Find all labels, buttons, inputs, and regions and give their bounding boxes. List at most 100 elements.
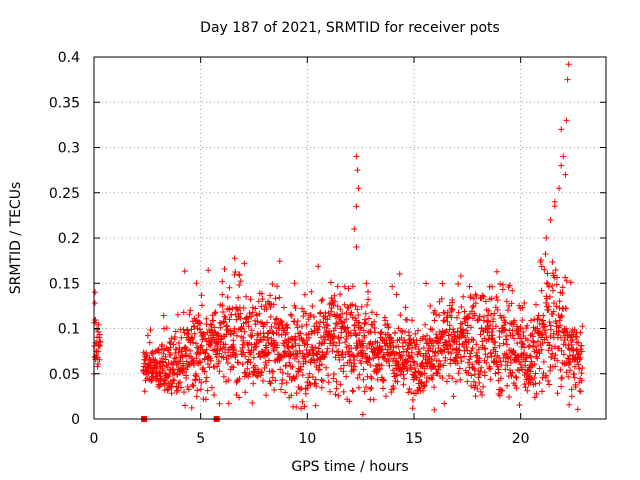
data-point <box>431 353 438 360</box>
data-point <box>513 374 520 381</box>
data-point <box>550 308 557 315</box>
data-point <box>421 370 428 377</box>
data-point <box>362 350 369 357</box>
data-point <box>182 352 189 359</box>
data-point <box>498 361 505 368</box>
data-point <box>473 352 480 359</box>
data-point <box>271 386 278 393</box>
data-point <box>222 349 229 356</box>
data-point <box>96 331 103 338</box>
data-point <box>468 347 475 354</box>
data-point <box>500 354 507 361</box>
data-point <box>264 334 271 341</box>
data-point <box>373 311 380 318</box>
data-point <box>538 263 545 270</box>
axis-ticks <box>93 56 606 420</box>
data-point <box>187 307 194 314</box>
data-point <box>307 381 314 388</box>
data-point <box>298 366 305 373</box>
data-point <box>476 316 483 323</box>
data-point <box>378 329 385 335</box>
data-point <box>344 304 351 311</box>
data-point <box>237 278 244 285</box>
data-point <box>468 382 475 389</box>
data-point <box>219 302 226 309</box>
data-point <box>201 368 208 375</box>
data-point <box>376 365 383 372</box>
data-point <box>549 287 556 294</box>
data-point <box>220 373 227 380</box>
y-tick-label: 0.3 <box>58 141 80 157</box>
data-point <box>189 357 196 364</box>
data-point <box>198 302 205 309</box>
data-point <box>528 358 535 365</box>
data-point <box>277 366 284 373</box>
data-point <box>434 335 441 342</box>
data-point <box>248 313 255 320</box>
data-point <box>409 354 416 361</box>
data-point <box>324 322 331 329</box>
data-point <box>562 305 569 312</box>
data-point <box>333 378 340 385</box>
data-point <box>574 406 581 413</box>
data-point <box>364 344 371 351</box>
data-point <box>427 325 434 332</box>
data-point <box>197 386 204 393</box>
data-point <box>189 336 196 343</box>
data-point <box>308 330 315 337</box>
data-point <box>480 313 487 320</box>
y-tick-label: 0.2 <box>58 231 80 247</box>
data-point <box>209 328 216 335</box>
data-point <box>513 323 520 330</box>
data-point <box>563 369 570 376</box>
data-point <box>278 331 285 338</box>
data-point <box>91 300 98 307</box>
data-point <box>431 406 438 413</box>
data-point <box>268 323 275 330</box>
data-point <box>317 318 324 325</box>
data-point <box>301 353 308 360</box>
data-point <box>320 319 327 326</box>
data-point <box>559 290 566 297</box>
data-point <box>428 356 435 363</box>
data-point <box>158 355 165 362</box>
data-point <box>562 171 569 178</box>
data-point <box>514 340 521 347</box>
data-point <box>442 354 449 361</box>
data-point <box>301 403 308 410</box>
data-point <box>222 314 229 321</box>
data-point <box>450 393 457 400</box>
data-point <box>470 295 477 302</box>
data-point <box>546 381 553 388</box>
data-point <box>467 353 474 360</box>
data-point <box>408 345 415 352</box>
data-point <box>355 384 362 391</box>
data-point <box>534 338 541 345</box>
data-point <box>250 354 257 361</box>
data-point <box>516 302 523 309</box>
data-point <box>524 322 531 329</box>
data-point <box>549 282 556 289</box>
data-point <box>480 383 487 390</box>
data-point <box>197 320 204 327</box>
data-point <box>528 317 535 324</box>
data-point <box>276 258 283 265</box>
data-point <box>219 346 226 353</box>
data-point <box>470 337 477 344</box>
data-point <box>196 326 203 333</box>
data-point <box>247 296 254 303</box>
data-point <box>536 350 543 357</box>
x-tick-label: 5 <box>196 431 205 447</box>
data-point <box>520 341 527 348</box>
data-point <box>231 255 238 262</box>
data-point <box>351 225 358 232</box>
data-point <box>545 377 552 384</box>
data-point <box>337 365 344 372</box>
data-point <box>359 347 366 354</box>
data-point <box>469 336 476 343</box>
data-point <box>531 339 538 346</box>
data-point <box>362 310 369 317</box>
data-point <box>438 347 445 354</box>
data-point <box>477 388 484 395</box>
data-point <box>446 322 453 329</box>
